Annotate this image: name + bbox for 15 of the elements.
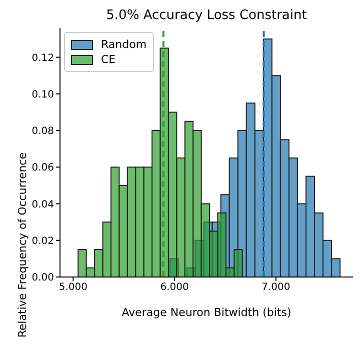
legend-label: CE bbox=[101, 53, 116, 66]
y-tick-label: 0.06 bbox=[32, 162, 54, 174]
y-tick-label: 0.08 bbox=[32, 126, 54, 138]
x-axis-title: Average Neuron Bitwidth (bits) bbox=[122, 306, 292, 319]
y-tick-label: 0.02 bbox=[32, 236, 54, 247]
x-tick-label: 6.000 bbox=[160, 282, 189, 294]
y-tick-label: 0.00 bbox=[32, 272, 54, 284]
legend-label: Random bbox=[101, 38, 147, 51]
chart-title: 5.0% Accuracy Loss Constraint bbox=[105, 8, 308, 23]
x-tick-label: 5.000 bbox=[58, 282, 88, 294]
y-axis-title: Relative Frequency of Occurrence bbox=[16, 152, 29, 338]
y-tick-label: 0.12 bbox=[32, 52, 54, 64]
x-tick-label: 7.000 bbox=[262, 282, 290, 294]
y-tick-label: 0.04 bbox=[32, 199, 54, 210]
y-tick-label: 0.10 bbox=[32, 89, 54, 100]
